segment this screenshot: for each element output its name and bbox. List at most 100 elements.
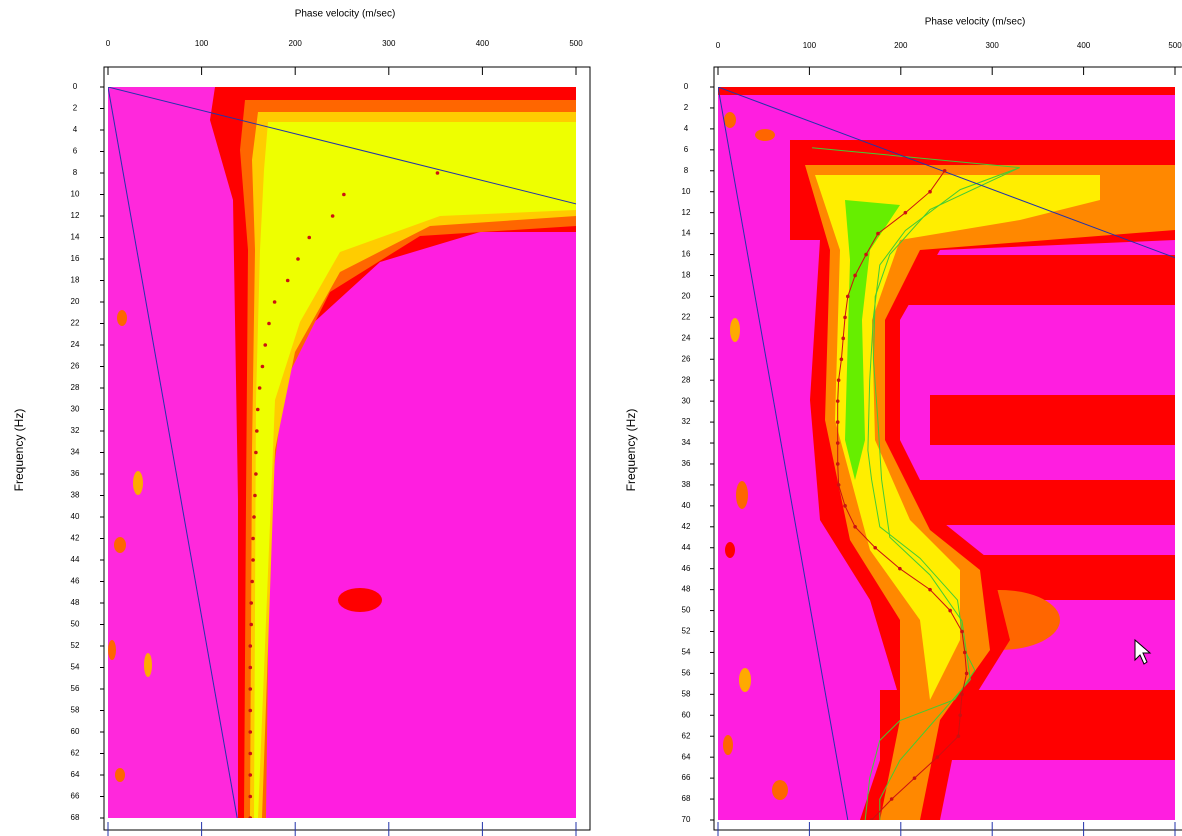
picked-point: [254, 450, 258, 455]
picked-point: [267, 321, 271, 326]
picked-point: [845, 294, 850, 299]
y-tick-label: 28: [71, 383, 80, 392]
picked-point: [960, 629, 964, 634]
picked-point: [958, 713, 963, 718]
y-tick-label: 32: [682, 417, 691, 426]
picked-point: [935, 755, 940, 759]
y-tick-label: 44: [682, 543, 691, 552]
y-tick-label: 60: [71, 727, 80, 736]
x-tick-label: 300: [986, 41, 1000, 50]
picked-point: [252, 515, 256, 519]
picked-point: [263, 343, 268, 347]
picked-point: [272, 300, 277, 304]
picked-point: [249, 601, 254, 605]
picked-point: [835, 462, 840, 466]
picked-point: [839, 357, 844, 362]
y-axis-title: Frequency (Hz): [12, 409, 26, 492]
x-axis-title: Phase velocity (m/sec): [295, 9, 396, 20]
y-tick-label: 44: [71, 555, 80, 564]
y-tick-label: 36: [682, 459, 691, 468]
y-tick-label: 4: [684, 124, 689, 133]
y-tick-label: 62: [71, 749, 80, 758]
picked-point: [962, 650, 967, 655]
y-tick-label: 16: [71, 254, 80, 263]
y-tick-label: 56: [682, 669, 691, 678]
x-tick-label: 100: [803, 41, 817, 50]
picked-point: [835, 399, 840, 403]
y-tick-label: 0: [684, 82, 689, 91]
x-tick-label: 300: [382, 39, 396, 48]
x-tick-label: 400: [476, 39, 490, 48]
y-tick-label: 60: [682, 710, 691, 719]
picked-point: [853, 525, 857, 529]
picked-point: [864, 252, 868, 257]
picked-point: [248, 751, 253, 756]
y-tick-label: 24: [682, 333, 691, 342]
y-tick-label: 62: [682, 731, 691, 740]
y-tick-label: 10: [682, 187, 691, 196]
frame-right: [713, 66, 1182, 831]
picked-point: [903, 210, 908, 215]
y-tick-label: 6: [73, 147, 78, 156]
picked-point: [843, 315, 847, 320]
picked-point: [248, 730, 253, 734]
y-tick-label: 40: [682, 501, 691, 510]
picked-point: [254, 472, 258, 476]
picked-point: [942, 168, 947, 173]
picked-point: [841, 336, 846, 341]
picked-point: [249, 622, 254, 627]
y-tick-label: 42: [682, 522, 691, 531]
picked-point: [255, 429, 259, 433]
picked-point: [285, 278, 290, 283]
y-tick-label: 34: [71, 448, 80, 457]
picked-point: [928, 587, 932, 592]
y-tick-label: 18: [682, 271, 691, 280]
picked-point: [835, 441, 840, 445]
picked-point: [248, 816, 253, 818]
y-tick-label: 22: [682, 312, 691, 321]
y-tick-label: 48: [682, 585, 691, 594]
y-tick-label: 48: [71, 598, 80, 607]
picked-point: [253, 493, 257, 498]
x-tick-label: 100: [195, 39, 209, 48]
y-tick-label: 16: [682, 250, 691, 259]
y-tick-label: 22: [71, 319, 80, 328]
y-tick-label: 8: [73, 168, 78, 177]
x-tick-label: 0: [716, 41, 721, 50]
picked-point: [853, 273, 857, 278]
x-tick-label: 200: [894, 41, 908, 50]
y-tick-label: 12: [71, 211, 80, 220]
picked-point: [260, 364, 265, 369]
y-tick-label: 58: [682, 689, 691, 698]
y-tick-label: 34: [682, 438, 691, 447]
y-tick-label: 12: [682, 208, 691, 217]
y-tick-label: 28: [682, 375, 691, 384]
picked-point: [248, 644, 253, 648]
y-tick-label: 70: [682, 815, 691, 824]
y-tick-label: 32: [71, 426, 80, 435]
picked-point: [836, 378, 841, 383]
y-tick-label: 50: [682, 606, 691, 615]
y-tick-label: 2: [684, 103, 689, 112]
picked-point: [836, 483, 841, 487]
series-line: [108, 87, 576, 205]
picked-point: [330, 214, 335, 218]
picked-point: [928, 189, 932, 194]
y-tick-label: 26: [71, 362, 80, 371]
series-line: [718, 87, 849, 820]
y-tick-label: 14: [682, 229, 691, 238]
picked-point: [873, 545, 878, 550]
y-tick-label: 38: [71, 491, 80, 500]
y-tick-label: 42: [71, 534, 80, 543]
y-tick-label: 10: [71, 190, 80, 199]
picked-point: [248, 794, 253, 799]
picked-point: [956, 734, 961, 739]
y-tick-label: 54: [71, 663, 80, 672]
heatmap-left: [108, 87, 576, 818]
picked-point: [960, 692, 964, 697]
y-tick-label: 46: [682, 564, 691, 573]
y-tick-label: 50: [71, 620, 80, 629]
y-tick-label: 18: [71, 276, 80, 285]
